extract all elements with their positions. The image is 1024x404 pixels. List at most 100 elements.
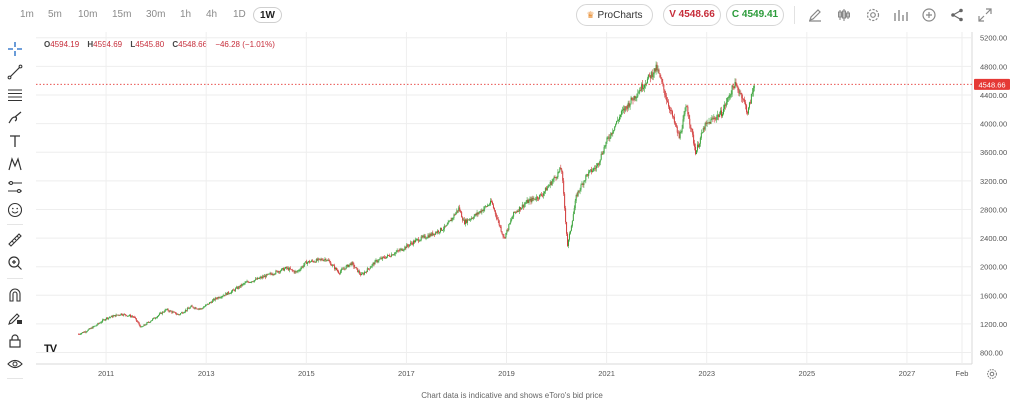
candle-body: [268, 273, 270, 275]
candle-body: [197, 308, 199, 310]
candles-icon[interactable]: [835, 6, 853, 24]
candle-body: [573, 208, 575, 215]
candle-body: [239, 284, 241, 288]
candle-body: [418, 240, 420, 242]
fib-icon[interactable]: [6, 86, 24, 104]
candle-body: [362, 273, 364, 275]
candle-body: [652, 74, 654, 77]
candle-body: [439, 231, 441, 233]
timeframe-5m[interactable]: 5m: [48, 9, 62, 20]
candle-body: [490, 200, 492, 202]
add-icon[interactable]: [920, 6, 938, 24]
prochart-button[interactable]: ♛ ProCharts: [576, 4, 653, 26]
candle-body: [238, 286, 240, 288]
candle-body: [656, 64, 658, 71]
candle-body: [353, 263, 355, 267]
lock-icon[interactable]: [6, 332, 24, 350]
candle-body: [381, 258, 383, 260]
timeframe-4h[interactable]: 4h: [206, 9, 218, 20]
candle-body: [111, 315, 113, 318]
candle-body: [422, 236, 424, 238]
zoom-icon[interactable]: [6, 254, 24, 272]
candle-body: [613, 130, 615, 132]
fullscreen-icon[interactable]: [976, 6, 994, 24]
timeframe-1m[interactable]: 1m: [20, 9, 34, 20]
candle-body: [364, 271, 366, 273]
candle-body: [130, 314, 132, 317]
candle-body: [647, 74, 649, 79]
candle-body: [411, 242, 413, 244]
candle-body: [314, 261, 316, 263]
candle-body: [262, 276, 264, 278]
forecast-icon[interactable]: [6, 178, 24, 196]
candle-body: [129, 314, 131, 316]
ruler-icon[interactable]: [6, 231, 24, 249]
sell-button[interactable]: V 4548.66: [663, 4, 721, 26]
candle-body: [511, 218, 513, 221]
candle-body: [324, 259, 326, 260]
candle-body: [727, 97, 729, 99]
lock-drawing-icon[interactable]: [6, 309, 24, 327]
candle-body: [276, 270, 278, 272]
scale-settings-icon[interactable]: [986, 368, 998, 380]
candle-body: [249, 282, 251, 283]
pattern-icon[interactable]: [6, 155, 24, 173]
candle-body: [451, 217, 453, 221]
candle-body: [473, 215, 475, 219]
candle-body: [744, 99, 746, 103]
candle-body: [510, 220, 512, 224]
candle-body: [608, 137, 610, 139]
candle-body: [188, 308, 190, 310]
candle-body: [199, 308, 201, 310]
candle-body: [455, 212, 457, 215]
candle-body: [658, 69, 660, 74]
candle-body: [687, 106, 689, 115]
candle-body: [323, 259, 325, 261]
timeframe-10m[interactable]: 10m: [78, 9, 98, 20]
candle-body: [567, 233, 569, 246]
candle-body: [373, 263, 375, 265]
eye-icon[interactable]: [6, 355, 24, 373]
candle-body: [570, 225, 572, 231]
candle-body: [600, 153, 602, 160]
timeframe-1h[interactable]: 1h: [180, 9, 192, 20]
brush-icon[interactable]: [6, 109, 24, 127]
candle-body: [664, 89, 666, 95]
indicators-icon[interactable]: [892, 6, 910, 24]
toolbar-divider: [794, 6, 795, 24]
candle-body: [505, 232, 507, 238]
candle-body: [559, 167, 561, 172]
candle-body: [443, 225, 445, 230]
candle-body: [461, 212, 463, 218]
candle-body: [420, 236, 422, 240]
share-icon[interactable]: [948, 6, 966, 24]
buy-button[interactable]: C 4549.41: [726, 4, 784, 26]
candle-body: [509, 223, 511, 225]
trendline-icon[interactable]: [6, 63, 24, 81]
candle-body: [670, 110, 672, 111]
candle-body: [720, 110, 722, 115]
x-tick-label: 2023: [698, 369, 715, 378]
settings-icon[interactable]: [864, 6, 882, 24]
candle-body: [280, 270, 282, 273]
pencil-icon[interactable]: [806, 6, 824, 24]
text-icon[interactable]: [6, 132, 24, 150]
timeframe-30m[interactable]: 30m: [146, 9, 166, 20]
candle-body: [431, 232, 433, 236]
candle-body: [222, 295, 224, 297]
crosshair-icon[interactable]: [6, 40, 24, 58]
timeframe-15m[interactable]: 15m: [112, 9, 132, 20]
candle-body: [689, 118, 691, 125]
candle-body: [336, 267, 338, 271]
candle-body: [433, 233, 435, 236]
candle-body: [735, 82, 737, 86]
emoji-icon[interactable]: [6, 201, 24, 219]
candle-body: [714, 117, 716, 119]
timeframe-1d[interactable]: 1D: [233, 9, 246, 20]
magnet-icon[interactable]: [6, 286, 24, 304]
candle-body: [632, 99, 634, 101]
candle-body: [503, 236, 505, 238]
timeframe-1w[interactable]: 1W: [253, 7, 282, 23]
candle-body: [96, 324, 98, 326]
